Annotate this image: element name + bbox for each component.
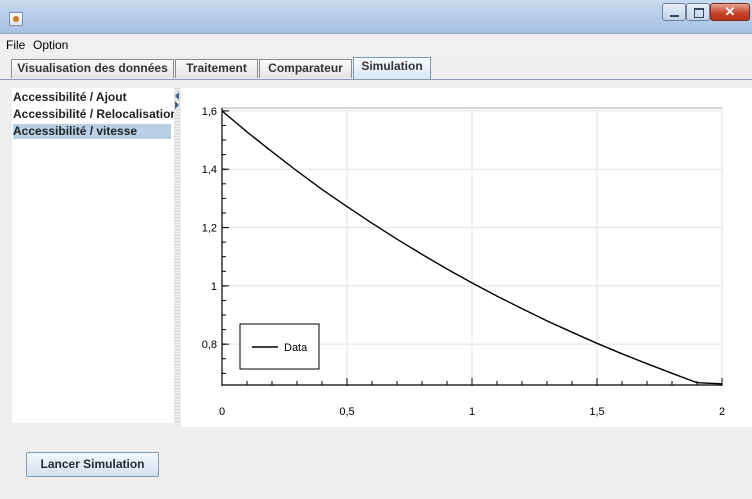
list-item-vitesse[interactable]: Accessibilité / vitesse	[13, 124, 171, 139]
simulation-list: Accessibilité / Ajout Accessibilité / Re…	[12, 88, 178, 423]
list-item-ajout[interactable]: Accessibilité / Ajout	[13, 90, 127, 104]
minimize-icon	[670, 15, 679, 17]
x-tick-label: 1	[469, 406, 475, 418]
maximize-icon	[694, 8, 704, 18]
y-tick-label: 1,6	[202, 106, 217, 118]
tab-traitement[interactable]: Traitement	[175, 59, 258, 78]
tab-simulation[interactable]: Simulation	[353, 57, 431, 79]
y-tick-label: 1,4	[202, 164, 217, 176]
close-icon: ✕	[724, 4, 736, 19]
expand-right-icon[interactable]	[175, 101, 179, 109]
line-chart: 0 0,5 1 1,5 2 0,8 1 1,2 1,4 1,6 Data	[202, 106, 725, 418]
tab-divider	[0, 79, 752, 80]
menu-option[interactable]: Option	[33, 38, 69, 52]
maximize-button[interactable]	[686, 3, 710, 21]
split-pane-divider[interactable]	[174, 88, 180, 423]
x-tick-label: 0	[219, 406, 225, 418]
run-simulation-button[interactable]: Lancer Simulation	[26, 452, 159, 477]
menu-file[interactable]: File	[6, 38, 26, 52]
menu-bar: File Option	[0, 34, 752, 55]
x-tick-label: 2	[719, 406, 725, 418]
minimize-button[interactable]	[662, 3, 686, 21]
tab-strip: Visualisation des données Traitement Com…	[0, 57, 752, 79]
close-button[interactable]: ✕	[710, 3, 750, 21]
series-line-data	[221, 110, 723, 385]
y-tick-label: 0,8	[202, 339, 217, 351]
chart-panel: 0 0,5 1 1,5 2 0,8 1 1,2 1,4 1,6 Data	[181, 88, 752, 427]
legend-label: Data	[284, 342, 308, 354]
y-tick-label: 1,2	[202, 223, 217, 235]
collapse-left-icon[interactable]	[175, 92, 179, 100]
tab-comparateur[interactable]: Comparateur	[259, 59, 352, 78]
y-tick-label: 1	[211, 281, 217, 293]
tab-visualisation[interactable]: Visualisation des données	[11, 59, 174, 78]
app-icon	[9, 12, 23, 26]
window-title-bar: ✕	[0, 0, 752, 34]
x-tick-label: 1,5	[589, 406, 604, 418]
x-tick-label: 0,5	[339, 406, 354, 418]
list-item-relocalisation[interactable]: Accessibilité / Relocalisation	[13, 107, 178, 121]
